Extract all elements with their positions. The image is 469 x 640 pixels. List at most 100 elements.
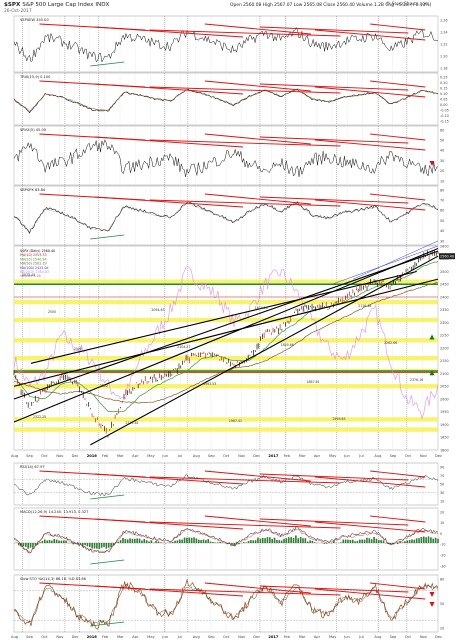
divergence-trendline xyxy=(370,23,426,31)
indicator-line xyxy=(13,528,439,554)
y-tick-label: 10 xyxy=(440,521,444,525)
fib-level-band xyxy=(14,384,438,389)
divergence-trendline xyxy=(370,582,426,590)
y-tick-label: 30 xyxy=(440,491,444,495)
y-tick-label: 0.00 xyxy=(440,103,448,107)
y-tick-label: 20 xyxy=(440,626,444,630)
price-annotation: 1867.61 xyxy=(307,380,320,384)
fib-level-band xyxy=(14,299,438,305)
x-tick-label: Feb xyxy=(284,454,291,458)
divergence-trendline xyxy=(314,476,426,488)
divergence-trendline xyxy=(204,582,311,594)
x-tick-label: 2017 xyxy=(268,635,279,639)
y-tick-label: -10 xyxy=(440,543,446,547)
x-tick-label: Apr xyxy=(314,635,321,639)
y-tick-label: 1.24 xyxy=(440,30,448,34)
price-annotation: 1810.10 xyxy=(255,306,268,310)
divergence-trendline xyxy=(259,585,409,593)
divergence-trendline xyxy=(149,139,341,147)
x-tick-label: May xyxy=(147,635,155,639)
legend-entry: MA(10) 2553.33 xyxy=(20,253,47,257)
divergence-trendline xyxy=(314,521,426,533)
y-tick-label: 2400 xyxy=(440,295,449,299)
y-tick-label: 1.22 xyxy=(440,42,448,46)
y-tick-label: 10 xyxy=(440,499,444,503)
y-tick-label: 1850 xyxy=(440,436,449,440)
divergence-trendline xyxy=(94,585,243,597)
price-annotation: 2575.44 xyxy=(22,273,35,277)
x-tick-label: Oct xyxy=(405,635,412,639)
x-tick-label: Oct xyxy=(41,635,48,639)
price-annotation: 1967.41 xyxy=(229,419,242,423)
indicator-line xyxy=(13,89,439,113)
divergence-trendline xyxy=(94,136,243,148)
divergence-trendline xyxy=(94,473,243,485)
x-tick-label: Dec xyxy=(253,635,260,639)
y-tick-label: -20 xyxy=(440,554,446,558)
x-tick-label: Sep xyxy=(208,635,215,639)
chart-date: 26-Oct-2017 xyxy=(4,9,32,14)
x-tick-label: Aug xyxy=(374,454,381,458)
divergence-trendline xyxy=(314,139,426,151)
x-tick-label: Dec xyxy=(435,635,442,639)
divergence-trendline xyxy=(149,29,341,37)
x-tick-label: Oct xyxy=(223,454,230,458)
x-tick-label: Mar xyxy=(117,635,124,639)
y-tick-label: 1.20 xyxy=(440,54,448,58)
divergence-trendline xyxy=(94,518,243,530)
price-annotation: 2262.66 xyxy=(384,341,397,345)
x-tick-label: Apr xyxy=(314,454,321,458)
ohlc-readout: Open 2560.08 High 2567.07 Low 2565.08 Cl… xyxy=(230,3,432,8)
channel-line xyxy=(331,245,439,285)
indicator-line xyxy=(13,88,439,114)
y-tick-label: 30 xyxy=(440,239,444,243)
divergence-trendline xyxy=(149,588,341,596)
fib-level-band xyxy=(14,279,438,284)
price-annotation: 1820.66 xyxy=(281,343,294,347)
y-tick-label: 0.25 xyxy=(440,75,448,79)
x-tick-label: Oct xyxy=(41,454,48,458)
y-tick-label: 0.10 xyxy=(440,92,448,96)
x-tick-label: Oct xyxy=(405,454,412,458)
x-tick-label: Jul xyxy=(358,454,363,458)
y-tick-label: 0 xyxy=(440,532,442,536)
x-tick-label: 2016 xyxy=(87,454,98,458)
y-tick-label: 40 xyxy=(440,229,444,233)
y-tick-label: -0.05 xyxy=(440,108,449,112)
x-tick-label: 2016 xyxy=(87,635,98,639)
x-tick-label: Mar xyxy=(117,454,124,458)
legend-entry: $SPX (Daily) 2560.40 xyxy=(20,249,55,253)
y-tick-label: 0.20 xyxy=(440,81,448,85)
x-tick-label: Jul xyxy=(177,635,182,639)
x-tick-label: May xyxy=(329,635,337,639)
y-tick-label: 10 xyxy=(440,179,444,183)
price-label: 2560.40 xyxy=(440,255,454,259)
divergence-trendline xyxy=(314,199,426,211)
x-tick-label: Oct xyxy=(223,635,230,639)
price-annotation: 2500 xyxy=(48,310,56,314)
y-tick-label: 2000 xyxy=(440,397,449,401)
x-tick-label: May xyxy=(147,454,155,458)
bullish-divergence-line xyxy=(90,559,125,565)
x-tick-label: Aug xyxy=(11,454,18,458)
price-annotation: 2116.48 xyxy=(358,304,371,308)
trendline xyxy=(13,248,439,423)
bullish-divergence-line xyxy=(90,621,125,627)
y-tick-label: 1.18 xyxy=(440,66,448,70)
divergence-trendline xyxy=(314,86,426,98)
y-tick-label: 0.05 xyxy=(440,97,448,101)
x-tick-label: Jul xyxy=(358,635,363,639)
x-tick-label: Mar xyxy=(299,454,306,458)
x-tick-label: Nov xyxy=(420,635,428,639)
y-tick-label: 50 xyxy=(440,482,444,486)
y-tick-label: 80 xyxy=(440,188,444,192)
price-annotation: 1993.53 xyxy=(203,382,216,386)
x-tick-label: Jun xyxy=(161,454,168,458)
y-tick-label: 20 xyxy=(440,510,444,514)
x-tick-label: Nov xyxy=(56,454,64,458)
x-tick-label: Jun xyxy=(343,454,350,458)
divergence-trendline xyxy=(94,196,243,208)
indicator-line xyxy=(13,26,439,63)
